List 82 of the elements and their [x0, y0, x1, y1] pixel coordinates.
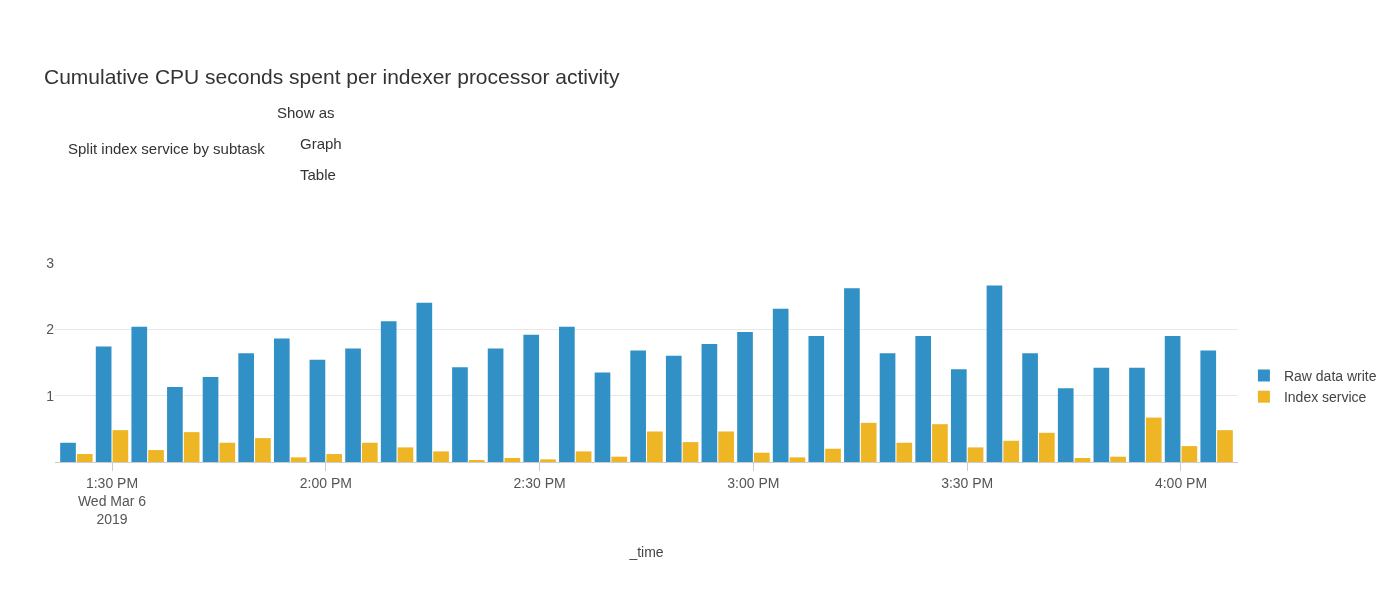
y-tick-label: 1 — [46, 387, 55, 404]
bar — [326, 454, 343, 462]
bar — [1093, 367, 1110, 462]
bar — [1022, 353, 1038, 462]
text: Graph — [300, 135, 342, 152]
bar — [682, 442, 699, 462]
bar — [718, 431, 734, 462]
bar — [1038, 432, 1055, 462]
bar — [647, 431, 663, 462]
bar — [76, 454, 93, 462]
bar — [1181, 446, 1198, 462]
x-tick-label: 3:00 PM — [727, 474, 780, 491]
bar — [416, 302, 433, 462]
bar — [1110, 456, 1126, 462]
bar — [219, 442, 236, 462]
bar — [238, 353, 255, 462]
bar — [559, 326, 575, 462]
bar — [630, 350, 646, 462]
bar — [772, 308, 789, 462]
x-axis-title: _time — [628, 543, 664, 560]
bar — [167, 387, 183, 462]
bar — [844, 288, 860, 462]
bar — [112, 430, 129, 462]
text: Show as — [277, 104, 335, 121]
x-tick-label: 1:30 PM Wed Mar 6 2019 — [77, 474, 147, 528]
bar — [540, 459, 556, 462]
bar — [896, 442, 913, 462]
bar — [273, 338, 290, 462]
bar — [879, 353, 896, 462]
bar — [860, 422, 877, 462]
y-tick-label: 3 — [46, 254, 55, 271]
bar — [255, 438, 271, 462]
bar — [915, 335, 932, 462]
text: Split index service by subtask — [68, 140, 266, 157]
bar — [950, 369, 967, 462]
bar — [504, 458, 521, 462]
bar — [1164, 335, 1181, 462]
bar — [1129, 367, 1145, 462]
bar — [665, 355, 682, 462]
bar — [986, 285, 1003, 462]
bar — [789, 457, 806, 462]
bar — [737, 331, 753, 462]
bar — [202, 377, 219, 462]
chart-title: Cumulative CPU seconds spent per indexer processor activity — [44, 65, 620, 89]
bar — [1200, 350, 1217, 462]
bar — [433, 451, 449, 462]
bar — [148, 450, 164, 462]
bar — [967, 447, 984, 462]
bar — [60, 442, 76, 462]
x-tick-label: 2:30 PM — [513, 474, 566, 491]
bar — [397, 447, 414, 462]
bar — [131, 326, 148, 462]
bar — [808, 335, 825, 462]
bar — [1145, 417, 1162, 462]
bar — [575, 451, 592, 462]
bar — [1057, 388, 1074, 462]
bar — [309, 359, 326, 462]
bar — [825, 448, 841, 462]
y-tick-label: 2 — [46, 321, 55, 338]
bar — [1217, 430, 1233, 462]
legend-label: Index service — [1283, 389, 1367, 406]
bar — [487, 348, 504, 462]
bar — [95, 346, 112, 462]
bar — [1003, 440, 1020, 462]
bar — [523, 334, 540, 462]
x-tick-label: 4:00 PM — [1154, 474, 1208, 491]
bar — [1074, 458, 1091, 462]
bar — [380, 321, 397, 462]
bar — [290, 457, 307, 462]
bar — [183, 432, 200, 462]
bar — [345, 348, 361, 462]
bar — [452, 367, 468, 462]
x-tick-label: 2:00 PM — [299, 474, 352, 491]
x-tick-label: 3:30 PM — [941, 474, 994, 491]
text: Table — [300, 166, 336, 183]
bar — [701, 343, 718, 462]
bar — [753, 452, 770, 462]
bar — [611, 456, 628, 462]
legend-label: Raw data write — [1283, 367, 1377, 384]
bar — [594, 372, 611, 462]
bar — [361, 442, 378, 462]
bar — [932, 424, 948, 462]
